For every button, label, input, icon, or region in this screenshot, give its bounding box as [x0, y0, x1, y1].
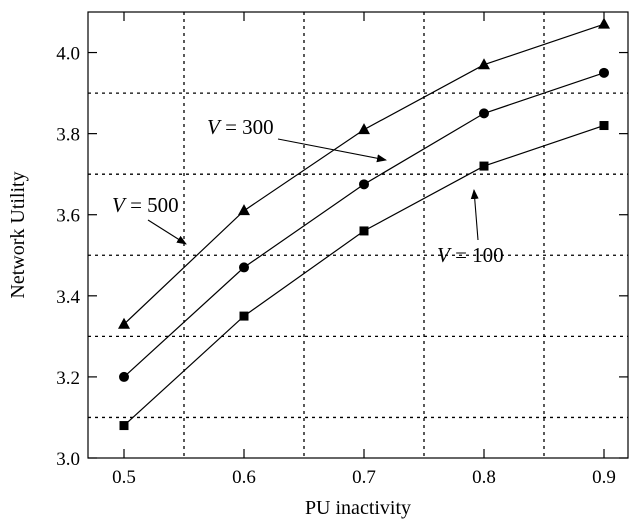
annotation-arrow: [147, 219, 187, 245]
x-axis-label: PU inactivity: [305, 497, 411, 519]
x-tick-label: 0.6: [232, 467, 256, 488]
series-triangle: [118, 17, 610, 329]
data-point: [359, 179, 369, 190]
ticks: 0.5 0.6 0.7 0.8 0.9 3.0 3.2 3.4 3.6 3.8 4.0: [56, 12, 628, 488]
data-point: [358, 123, 370, 135]
data-point: [119, 421, 129, 431]
data-point: [238, 204, 250, 216]
y-tick-label: 4.0: [56, 44, 80, 65]
y-tick-label: 3.8: [56, 125, 80, 146]
annotation-label: V = 300: [207, 115, 274, 139]
annotation-circle: V = 300: [207, 115, 387, 163]
data-point: [359, 226, 369, 236]
plot-frame: [87, 11, 629, 459]
data-point: [599, 121, 609, 131]
annotations: V = 500 V = 300 V = 100: [112, 115, 504, 267]
annotation-triangle: V = 500: [112, 193, 187, 245]
series-line: [123, 72, 605, 378]
data-point: [599, 67, 609, 78]
series-line: [123, 124, 605, 427]
data-point: [119, 371, 129, 382]
x-tick-label: 0.5: [112, 467, 136, 488]
x-tick-label: 0.8: [472, 467, 496, 488]
grid: [88, 12, 628, 458]
data-point: [598, 17, 610, 29]
x-tick-label: 0.9: [592, 467, 616, 488]
series-circle: [119, 67, 609, 382]
annotation-arrow: [470, 189, 479, 241]
y-tick-label: 3.2: [56, 368, 80, 389]
data-point: [239, 262, 249, 273]
annotation-label: V = 500: [112, 193, 179, 217]
data-point: [478, 58, 490, 70]
data-point: [239, 311, 249, 321]
series-layer: [118, 17, 610, 431]
y-tick-label: 3.6: [56, 206, 80, 227]
series-square: [119, 121, 609, 431]
x-tick-label: 0.7: [352, 467, 376, 488]
annotation-arrow: [277, 138, 387, 163]
data-point: [118, 317, 130, 329]
data-point: [479, 108, 489, 119]
annotation-label: V = 100: [437, 243, 504, 267]
y-axis-label: Network Utility: [7, 171, 29, 298]
data-point: [479, 161, 489, 171]
y-tick-label: 3.0: [56, 449, 80, 470]
y-tick-label: 3.4: [56, 287, 80, 308]
annotation-square: V = 100: [437, 189, 504, 267]
